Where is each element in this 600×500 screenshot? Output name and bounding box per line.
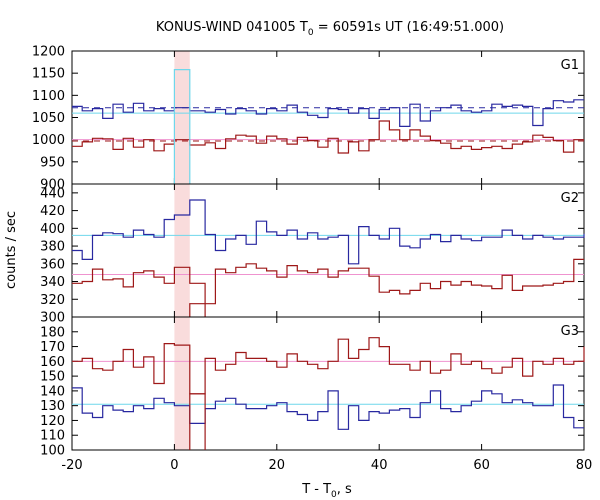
series-step-line [72, 337, 585, 395]
y-tick-label: 340 [40, 275, 65, 290]
trigger-band [174, 184, 190, 317]
y-tick-label: 110 [40, 429, 65, 444]
series-step-line [173, 69, 191, 184]
y-tick-label: 360 [40, 257, 65, 272]
x-tick-label: -20 [61, 458, 82, 473]
y-tick-label: 900 [40, 178, 65, 193]
y-tick-label: 1150 [32, 67, 65, 82]
y-tick-label: 100 [40, 444, 65, 459]
y-tick-label: 130 [40, 399, 65, 414]
y-tick-label: 1100 [32, 89, 65, 104]
y-tick-label: 1200 [32, 45, 65, 60]
series-step-line [189, 393, 206, 450]
y-tick-label: 180 [40, 325, 65, 340]
x-tick-label: 40 [371, 458, 388, 473]
series-step-line [72, 120, 584, 154]
x-axis-label: T - T0, s [301, 482, 352, 500]
y-tick-label: 300 [40, 311, 65, 326]
y-tick-label: 140 [40, 384, 65, 399]
panel-frame [71, 183, 585, 318]
y-tick-label: 400 [40, 222, 65, 237]
panel-g2: 300 320 340 360 380 400 420 440 G2 [40, 183, 585, 326]
x-tick-label: 60 [473, 458, 490, 473]
panel-frame [71, 316, 585, 451]
y-axis-label: counts / sec [4, 211, 19, 289]
y-tick-label: 320 [40, 293, 65, 308]
x-tick-label: 0 [170, 458, 178, 473]
y-tick-label: 950 [40, 155, 65, 170]
y-tick-label: 150 [40, 370, 65, 385]
y-tick-label: 160 [40, 355, 65, 370]
series-step-line [72, 384, 584, 430]
x-tick-label: 80 [576, 458, 593, 473]
x-tick-label: 20 [269, 458, 286, 473]
panel-g1: 900 950 1000 1050 1100 1150 1200 G1 [32, 45, 585, 193]
y-tick-label: 170 [40, 340, 65, 355]
y-tick-label: 1050 [32, 111, 65, 126]
panel-label: G2 [561, 191, 579, 206]
series-step-line [72, 258, 584, 305]
trigger-band [174, 51, 190, 184]
y-tick-label: 380 [40, 240, 65, 255]
y-tick-label: 420 [40, 204, 65, 219]
trigger-band [174, 317, 190, 450]
series-step-line [72, 99, 584, 127]
series-step-line [72, 199, 585, 265]
y-tick-label: 440 [40, 186, 65, 201]
y-tick-label: 1000 [32, 133, 65, 148]
panel-label: G3 [561, 324, 579, 339]
chart-title: KONUS-WIND 041005 T0 = 60591s UT (16:49:… [156, 20, 504, 38]
panel-label: G1 [561, 58, 579, 73]
y-tick-label: 120 [40, 414, 65, 429]
series-step-line [189, 303, 206, 317]
panels-group: 90095010001050110011501200G1300320340360… [32, 45, 592, 474]
